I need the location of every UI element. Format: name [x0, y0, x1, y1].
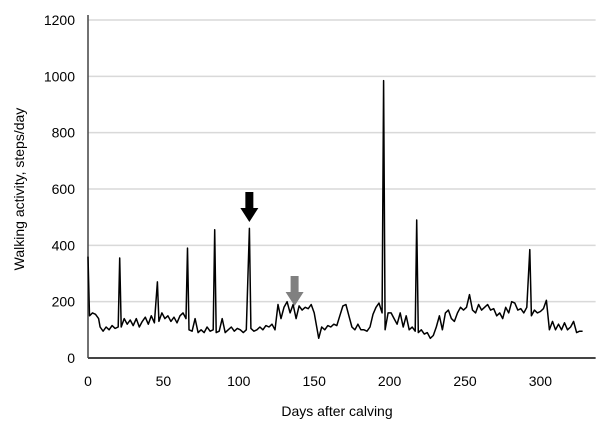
x-tick-label: 0: [84, 373, 92, 389]
series-line: [87, 79, 583, 340]
x-tick-label: 200: [378, 373, 402, 389]
arrow-marker: [285, 276, 304, 306]
y-tick-label: 1200: [44, 12, 75, 28]
y-tick-label: 200: [52, 294, 76, 310]
x-tick-label: 300: [529, 373, 553, 389]
arrow-marker: [240, 192, 259, 222]
x-tick-label: 150: [303, 373, 327, 389]
y-tick-label: 0: [67, 350, 75, 366]
x-tick-label: 250: [453, 373, 477, 389]
y-tick-label: 800: [52, 125, 76, 141]
x-tick-label: 100: [227, 373, 251, 389]
x-tick-label: 50: [156, 373, 172, 389]
y-tick-label: 1000: [44, 68, 75, 84]
y-tick-label: 600: [52, 181, 76, 197]
y-tick-label: 400: [52, 237, 76, 253]
